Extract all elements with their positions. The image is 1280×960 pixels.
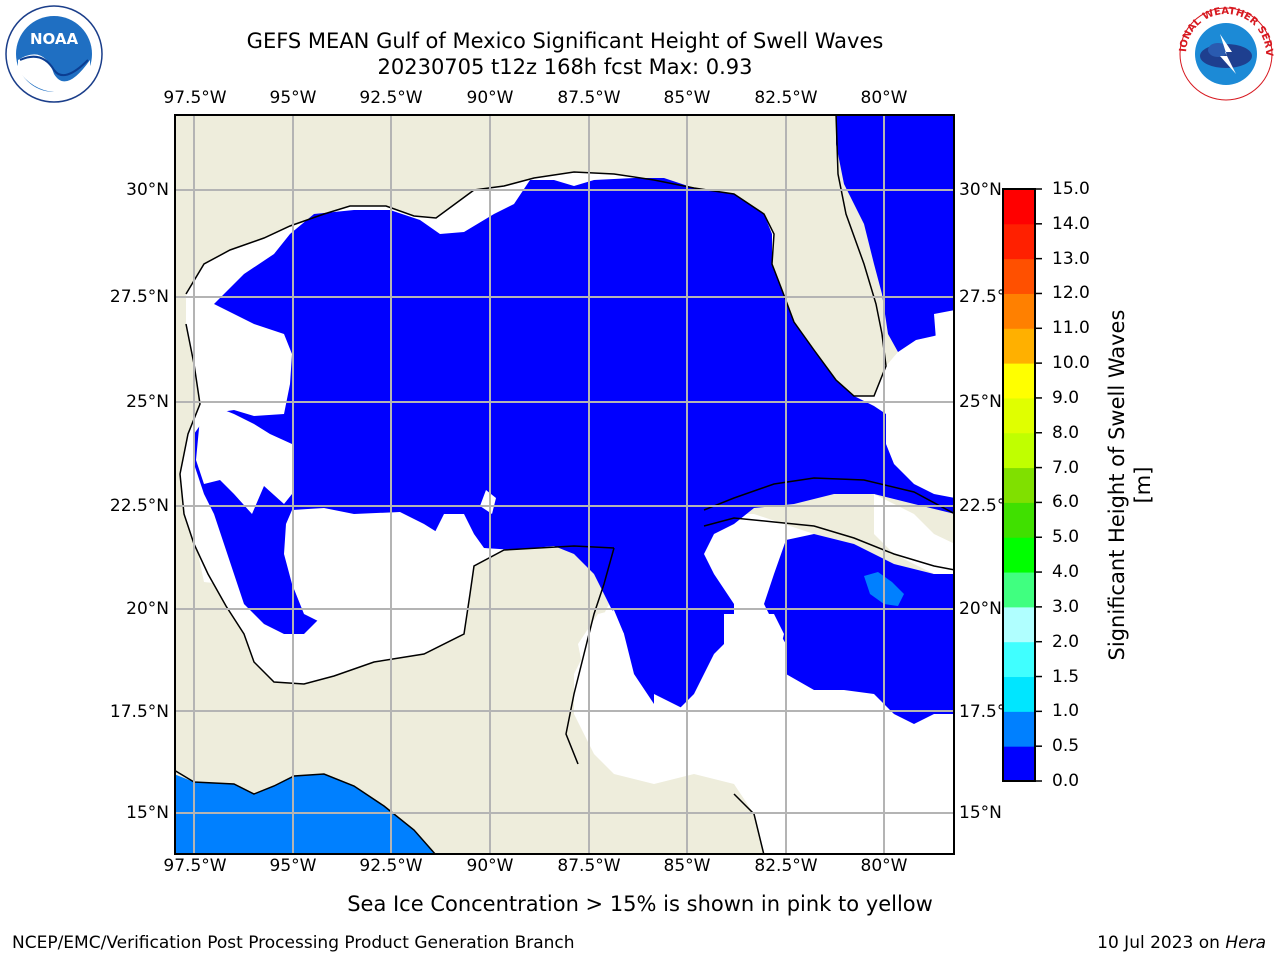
colorbar-swatch [1003, 397, 1035, 434]
colorbar-tick-label: 14.0 [1052, 213, 1090, 234]
colorbar-tick-label: 3.0 [1052, 596, 1080, 617]
colorbar-swatches [1003, 189, 1035, 782]
colorbar-swatch [1003, 363, 1035, 399]
colorbar-swatch [1003, 711, 1035, 747]
lon-label-top: 90°W [466, 88, 514, 108]
lon-label-top: 97.5°W [163, 88, 227, 108]
colorbar-tick-label: 2.0 [1052, 631, 1080, 652]
lon-label-top: 80°W [860, 88, 908, 108]
colorbar-tick-label: 13.0 [1052, 248, 1090, 269]
colorbar-title: Significant Height of Swell Waves [m] [1105, 309, 1155, 661]
colorbar-tick-label: 1.0 [1052, 701, 1080, 722]
colorbar-tick-label: 9.0 [1052, 387, 1080, 408]
pacific-sea [174, 774, 436, 855]
chart-title-line1: GEFS MEAN Gulf of Mexico Significant Hei… [246, 29, 884, 53]
noaa-logo-text: NOAA [30, 30, 79, 48]
colorbar-swatch [1003, 189, 1035, 225]
lat-label-left: 17.5°N [109, 702, 169, 722]
colorbar-swatch [1003, 223, 1035, 260]
colorbar-tick-label: 7.0 [1052, 457, 1080, 478]
lon-label-bottom: 85°W [663, 856, 711, 876]
footer-branch: NCEP/EMC/Verification Post Processing Pr… [12, 933, 575, 953]
lon-label-top: 92.5°W [359, 88, 423, 108]
colorbar-tick-label: 0.0 [1052, 771, 1080, 791]
lon-label-bottom: 92.5°W [359, 856, 423, 876]
colorbar-tick-label: 1.5 [1052, 666, 1080, 687]
lon-label-top: 82.5°W [754, 88, 818, 108]
colorbar-ticks [1035, 188, 1042, 782]
gulf-map [174, 114, 955, 855]
noaa-logo: NOAA [5, 5, 103, 103]
colorbar-tick-label: 10.0 [1052, 353, 1090, 374]
lat-label-right: 25°N [959, 392, 1002, 412]
colorbar-swatch [1003, 606, 1035, 643]
lon-label-bottom: 82.5°W [754, 856, 818, 876]
colorbar-tick-label: 11.0 [1052, 318, 1090, 339]
lat-label-left: 30°N [126, 180, 169, 200]
colorbar-swatch [1003, 502, 1035, 538]
map-frame [174, 114, 955, 855]
footer-date: 10 Jul 2023 on Hera [1097, 933, 1266, 953]
lon-label-bottom: 87.5°W [557, 856, 621, 876]
lat-label-right: 30°N [959, 180, 1002, 200]
colorbar-swatch [1003, 293, 1035, 329]
lat-label-left: 25°N [126, 392, 169, 412]
lat-label-left: 27.5°N [109, 287, 169, 307]
lon-label-top: 95°W [269, 88, 317, 108]
colorbar-tick-label: 4.0 [1052, 562, 1080, 583]
lon-label-bottom: 90°W [466, 856, 514, 876]
lat-label-left: 15°N [126, 803, 169, 823]
colorbar-frame [1002, 188, 1036, 782]
lon-label-bottom: 97.5°W [163, 856, 227, 876]
lat-label-right: 15°N [959, 803, 1002, 823]
footer-host: Hera [1225, 933, 1266, 953]
colorbar-tick-label: 6.0 [1052, 492, 1080, 513]
atlantic-sea [836, 114, 955, 352]
colorbar [1002, 188, 1042, 782]
lon-label-bottom: 95°W [269, 856, 317, 876]
lat-label-left: 20°N [126, 599, 169, 619]
colorbar-swatch [1003, 467, 1035, 503]
colorbar-tick-label: 5.0 [1052, 527, 1080, 548]
colorbar-swatch [1003, 258, 1035, 294]
chart-title-line2: 20230705 t12z 168h fcst Max: 0.93 [377, 55, 753, 79]
colorbar-tick-label: 15.0 [1052, 179, 1090, 199]
colorbar-swatch [1003, 432, 1035, 469]
colorbar-swatch [1003, 746, 1035, 782]
colorbar-tick-label: 8.0 [1052, 422, 1080, 443]
lat-label-right: 20°N [959, 599, 1002, 619]
swell-field-caribbean [764, 534, 955, 724]
colorbar-swatch [1003, 537, 1035, 573]
colorbar-swatch [1003, 572, 1035, 608]
nws-logo: NATIONAL WEATHER SERVICE [1176, 4, 1274, 101]
colorbar-tick-label: 12.0 [1052, 283, 1090, 304]
lon-label-top: 85°W [663, 88, 711, 108]
graticule [174, 114, 955, 855]
colorbar-swatch [1003, 328, 1035, 364]
lon-label-bottom: 80°W [860, 856, 908, 876]
footer-date-text: 10 Jul 2023 on [1097, 933, 1226, 953]
swell-field-gulf [194, 178, 955, 714]
sea-ice-note: Sea Ice Concentration > 15% is shown in … [347, 892, 933, 916]
lon-label-top: 87.5°W [557, 88, 621, 108]
colorbar-swatch [1003, 641, 1035, 678]
colorbar-tick-label: 0.5 [1052, 736, 1080, 757]
lat-label-left: 22.5°N [109, 496, 169, 516]
colorbar-swatch [1003, 676, 1035, 712]
